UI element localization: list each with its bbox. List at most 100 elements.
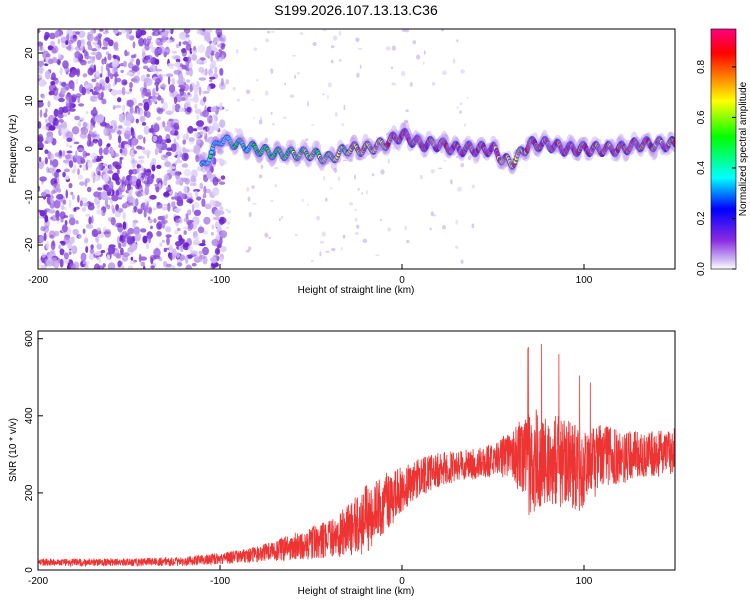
noise-blob: [185, 43, 192, 51]
scatter-blob: [355, 37, 360, 43]
scatter-blob: [466, 97, 469, 99]
scatter-blob: [258, 119, 263, 125]
noise-blob: [190, 250, 198, 255]
noise-blob: [114, 71, 118, 76]
noise-blob: [146, 73, 150, 78]
noise-blob: [96, 243, 102, 250]
scatter-blob: [253, 47, 258, 51]
noise-blob: [85, 246, 89, 253]
noise-blob: [145, 54, 154, 64]
noise-blob: [159, 139, 167, 144]
noise-blob: [196, 166, 204, 172]
noise-blob: [66, 29, 73, 36]
scatter-blob: [328, 82, 332, 88]
noise-blob: [84, 237, 89, 244]
noise-blob: [131, 242, 138, 251]
scatter-blob: [460, 69, 465, 74]
spectrogram-x-tick-label: -100: [210, 275, 230, 286]
noise-blob: [53, 260, 60, 269]
figure-title: S199.2026.107.13.13.C36: [274, 2, 438, 18]
noise-blob: [186, 192, 193, 198]
noise-blob: [114, 249, 120, 253]
noise-blob: [160, 97, 164, 104]
noise-blob: [59, 67, 63, 76]
scatter-blob: [322, 93, 325, 96]
noise-blob: [93, 191, 101, 198]
scatter-blob: [362, 238, 368, 243]
noise-blob: [90, 152, 98, 160]
noise-blob: [38, 29, 41, 33]
scatter-blob: [299, 32, 304, 35]
noise-blob: [188, 67, 193, 77]
noise-blob: [79, 181, 85, 186]
noise-blob: [150, 265, 156, 269]
colorbar-ticks: 0.0 0.2 0.4 0.6 0.8: [696, 60, 736, 276]
noise-blob: [161, 215, 166, 221]
noise-blob: [141, 48, 146, 53]
noise-blob: [110, 217, 116, 226]
noise-blob: [194, 190, 198, 198]
noise-blob: [144, 45, 150, 51]
noise-blob: [139, 256, 147, 261]
noise-blob: [187, 222, 194, 230]
noise-blob: [131, 160, 139, 164]
noise-blob: [199, 182, 204, 190]
noise-blob: [92, 158, 97, 163]
scatter-blob: [404, 119, 409, 123]
scatter-blob: [325, 250, 330, 253]
noise-blob: [126, 31, 130, 39]
noise-blob: [50, 41, 55, 47]
noise-blob: [68, 217, 76, 226]
noise-blob: [129, 236, 134, 244]
noise-blob: [136, 168, 140, 174]
noise-blob: [185, 264, 192, 269]
noise-blob: [204, 68, 208, 76]
noise-blob: [187, 92, 191, 96]
noise-blob: [183, 83, 190, 92]
spectrogram-y-label: Frequency (Hz): [8, 115, 19, 184]
noise-blob: [201, 198, 206, 207]
scatter-blob: [338, 59, 342, 62]
scatter-blob: [350, 159, 353, 163]
noise-blob: [97, 187, 103, 191]
noise-blob: [104, 29, 109, 32]
scatter-blob: [246, 187, 250, 192]
noise-blob: [87, 133, 91, 141]
noise-blob: [132, 41, 136, 49]
scatter-blob: [459, 110, 462, 114]
noise-blob: [102, 173, 110, 183]
noise-blob: [193, 132, 200, 138]
noise-blob: [127, 62, 134, 69]
noise-blob: [166, 73, 174, 77]
noise-blob: [134, 198, 139, 207]
noise-blob: [113, 41, 119, 50]
noise-blob: [46, 258, 54, 267]
noise-blob: [141, 51, 146, 58]
scatter-blob: [330, 59, 334, 64]
scatter-blob: [460, 259, 464, 264]
noise-blob: [59, 80, 62, 86]
noise-blob: [182, 139, 186, 145]
noise-blob: [137, 102, 144, 106]
noise-blob: [133, 53, 137, 58]
noise-blob: [193, 45, 197, 51]
scatter-blob: [330, 187, 333, 190]
scatter-blob: [409, 82, 413, 87]
noise-blob: [87, 33, 94, 42]
amplitude-colorbar: 0.0 0.2 0.4 0.6 0.8 Normalized spectral ampl…: [696, 28, 749, 276]
noise-blob: [163, 49, 171, 53]
noise-blob: [151, 164, 156, 172]
scatter-blob: [315, 215, 321, 221]
noise-blob: [122, 212, 126, 221]
noise-blob: [142, 65, 149, 70]
scatter-blob: [294, 74, 297, 79]
noise-blob: [202, 246, 209, 256]
scatter-blob: [323, 29, 327, 32]
noise-blob: [137, 70, 141, 76]
noise-blob: [215, 233, 221, 242]
noise-blob: [38, 60, 45, 67]
scatter-blob: [354, 232, 359, 235]
scatter-blob: [225, 226, 230, 229]
noise-blob: [213, 216, 221, 221]
scatter-blob: [319, 251, 322, 257]
